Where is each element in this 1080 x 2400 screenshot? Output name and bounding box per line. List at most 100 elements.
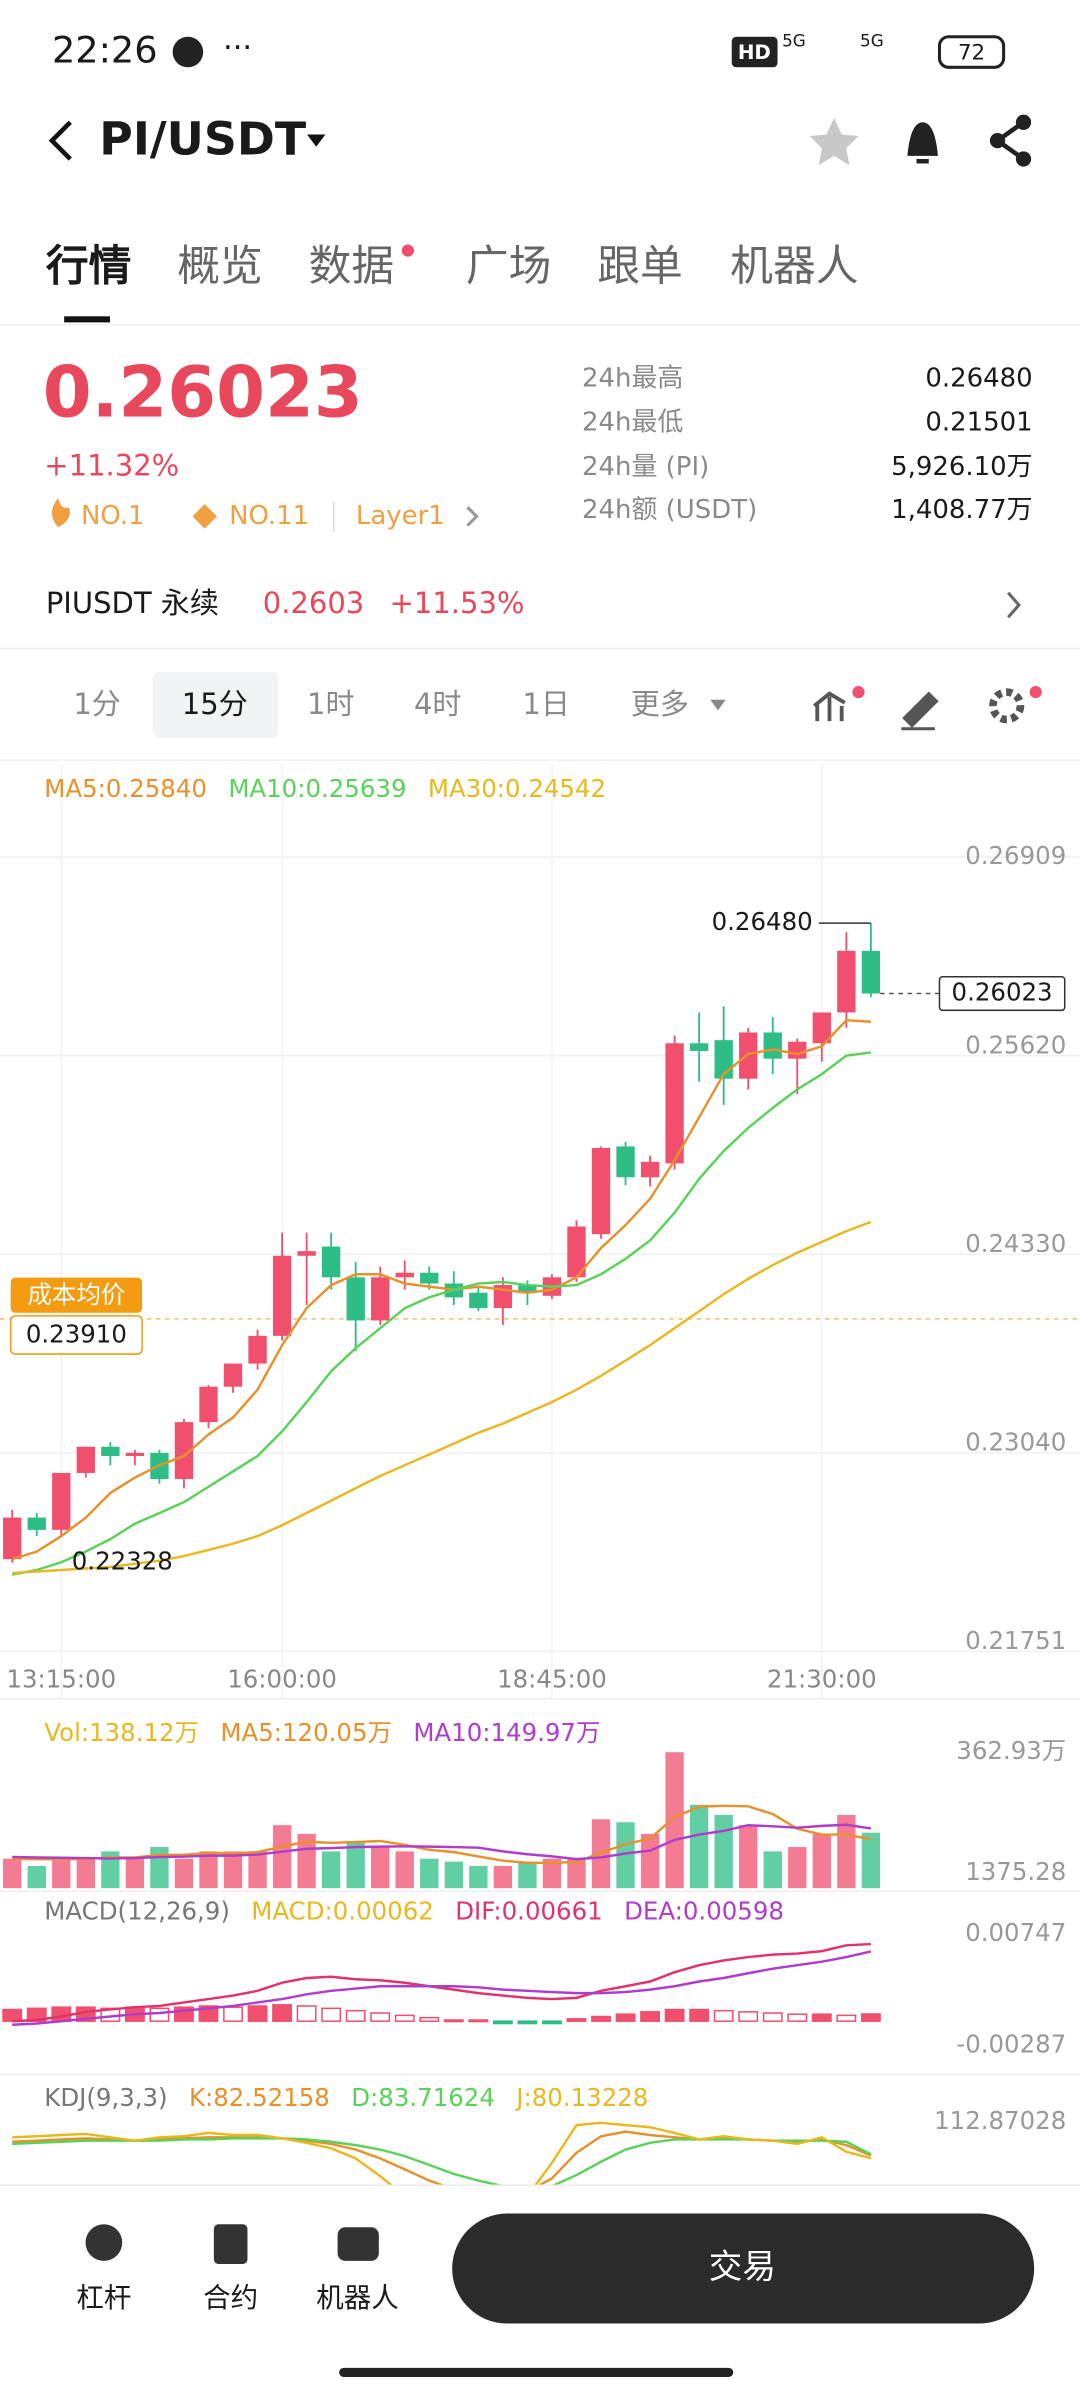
divider: [0, 2184, 1080, 2187]
interval[interactable]: 15分: [182, 687, 248, 721]
tabs: 行情 概览 数据 广场 跟单 机器人: [0, 241, 1080, 326]
chart: 0.26909 0.25620 0.24330 0.23040 0.21751 13:15…: [0, 763, 1080, 2222]
pair[interactable]: PI/USDT: [99, 112, 306, 166]
candle-body: [199, 1386, 218, 1423]
legend-label: MA5:0.25840: [44, 774, 207, 803]
legend-label: MA10:0.25639: [228, 774, 406, 803]
battery: 72: [958, 41, 985, 66]
tab[interactable]: 广场: [466, 241, 552, 291]
macd-bar: [591, 2015, 611, 2022]
badge[interactable]: Layer1: [356, 501, 445, 531]
volume-bar: [812, 1833, 831, 1889]
volume-bar: [444, 1861, 463, 1889]
dropdown[interactable]: [307, 134, 326, 147]
perp-name: PIUSDT 永续: [46, 586, 219, 620]
icon: [192, 504, 217, 529]
high-label: 0.26480: [712, 907, 813, 936]
macd-bar: [615, 2013, 636, 2022]
interval[interactable]: 1日: [522, 687, 569, 721]
nav-item[interactable]: 杠杆: [76, 2282, 131, 2314]
tab[interactable]: 跟单: [597, 241, 683, 291]
macd-bar: [149, 2007, 170, 2022]
tab[interactable]: 概览: [177, 241, 263, 291]
legend-label: MACD(12,26,9): [44, 1897, 230, 1926]
volume-bar: [346, 1841, 365, 1889]
favorite[interactable]: [809, 117, 859, 166]
nav-item[interactable]: 机器人: [316, 2282, 398, 2314]
divider: [0, 759, 1080, 761]
indicator-line: [12, 1804, 872, 1865]
alert[interactable]: [907, 122, 938, 164]
legend-label: KDJ(9,3,3): [44, 2083, 167, 2112]
volume-bar: [76, 1858, 95, 1889]
badge[interactable]: NO.1: [81, 501, 145, 531]
y-tick-label: 1375.28: [965, 1857, 1066, 1886]
indicator-line: [12, 1942, 871, 2023]
volume-bar: [125, 1858, 145, 1889]
macd-bar: [321, 2007, 342, 2022]
interval[interactable]: 1时: [307, 687, 354, 721]
macd-bar: [689, 2008, 710, 2022]
share[interactable]: [989, 114, 1032, 167]
legend-label: D:83.71624: [351, 2083, 495, 2112]
volume-bar: [3, 1858, 22, 1889]
candle-body: [3, 1517, 22, 1560]
tab[interactable]: 行情: [46, 241, 132, 291]
stat-label: 24h额 (USDT): [582, 495, 757, 525]
candle-body: [27, 1517, 46, 1530]
interval[interactable]: 4时: [414, 687, 461, 721]
dropdown: [710, 699, 726, 711]
stat-label: 24h量 (PI): [582, 452, 709, 482]
tab[interactable]: 机器人: [730, 241, 858, 291]
icon: [51, 498, 70, 528]
badge[interactable]: NO.11: [229, 501, 309, 531]
draw-icon[interactable]: [901, 691, 939, 731]
macd-bar: [419, 2016, 440, 2022]
candle-body: [812, 1012, 831, 1044]
y-tick-label: 362.93万: [956, 1736, 1066, 1765]
y-tick-label: 112.87028: [934, 2106, 1066, 2135]
tab[interactable]: 数据: [309, 241, 395, 291]
volume-bar: [665, 1752, 684, 1889]
trade-button[interactable]: [452, 2213, 1035, 2324]
header: PI/USDT: [48, 112, 1032, 167]
indicator-line: [11, 1018, 871, 1561]
back-button[interactable]: [48, 120, 72, 161]
volume-bar: [420, 1858, 439, 1889]
macd-bar: [443, 2019, 464, 2023]
candle-body: [665, 1043, 684, 1164]
candle-body: [223, 1363, 243, 1387]
indicator-icon[interactable]: [813, 691, 846, 722]
y-tick-label: 0.24330: [965, 1229, 1066, 1258]
volume-bar: [223, 1851, 243, 1889]
volume-bar: [567, 1858, 586, 1889]
network: 5G: [782, 30, 806, 50]
last-box: [938, 975, 1066, 1012]
volume-bar: [788, 1847, 807, 1889]
volume-bar: [469, 1866, 488, 1889]
volume-bar: [763, 1851, 782, 1889]
network: 5G: [860, 30, 884, 50]
interval[interactable]: 1分: [73, 687, 120, 721]
volume-bar: [616, 1822, 635, 1889]
candle-body: [101, 1446, 120, 1456]
legend-label: DIF:0.00661: [455, 1897, 602, 1926]
volume-bar: [739, 1825, 758, 1889]
stat-value: 0.26480: [925, 363, 1032, 393]
candle-body: [420, 1272, 439, 1284]
nav-item[interactable]: 合约: [203, 2282, 258, 2314]
x-tick-label: 13:15:00: [6, 1664, 116, 1693]
cost-tag: [10, 1277, 143, 1313]
cost-label: 0.23910: [26, 1320, 127, 1349]
legend-label: K:82.52158: [189, 2083, 330, 2112]
candle-body: [689, 1043, 709, 1051]
settings-icon[interactable]: [989, 688, 1025, 724]
macd-bar: [517, 2020, 538, 2025]
candle-body: [76, 1446, 95, 1473]
volume-bar: [542, 1858, 562, 1889]
interval[interactable]: 更多: [631, 687, 689, 721]
more: ···: [223, 30, 252, 65]
perp-row[interactable]: PIUSDT 永续 0.2603 +11.53%: [0, 586, 1080, 650]
candle-body: [248, 1335, 267, 1364]
